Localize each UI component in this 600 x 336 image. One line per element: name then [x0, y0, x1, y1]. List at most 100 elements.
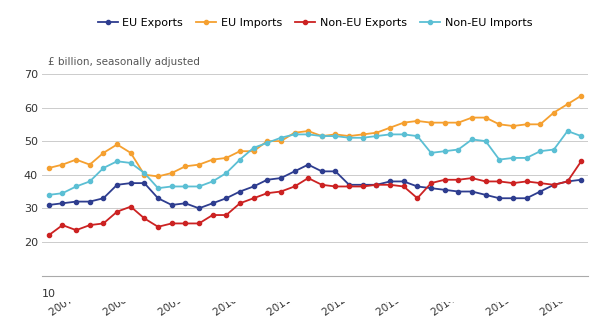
Non-EU Imports	[223, 171, 230, 175]
Non-EU Imports	[86, 179, 94, 183]
Non-EU Imports	[196, 184, 203, 188]
EU Imports	[536, 122, 544, 126]
EU Imports	[59, 163, 66, 167]
Non-EU Imports	[141, 171, 148, 175]
Non-EU Imports	[45, 193, 52, 197]
Non-EU Exports	[100, 221, 107, 225]
EU Imports	[523, 122, 530, 126]
EU Imports	[277, 139, 284, 143]
Non-EU Exports	[182, 221, 189, 225]
EU Exports	[141, 181, 148, 185]
EU Imports	[346, 134, 353, 138]
Non-EU Exports	[45, 233, 52, 237]
EU Exports	[168, 203, 175, 207]
Non-EU Exports	[441, 178, 448, 182]
Non-EU Exports	[127, 205, 134, 209]
Non-EU Exports	[168, 221, 175, 225]
Non-EU Exports	[250, 196, 257, 200]
Non-EU Imports	[359, 136, 367, 140]
EU Imports	[100, 151, 107, 155]
Non-EU Imports	[427, 151, 434, 155]
Non-EU Exports	[223, 213, 230, 217]
EU Exports	[523, 196, 530, 200]
EU Imports	[73, 158, 80, 162]
EU Imports	[168, 171, 175, 175]
EU Imports	[373, 131, 380, 135]
EU Imports	[291, 131, 298, 135]
Line: Non-EU Imports: Non-EU Imports	[47, 129, 583, 197]
EU Imports	[496, 122, 503, 126]
EU Exports	[100, 196, 107, 200]
EU Imports	[400, 121, 407, 125]
EU Exports	[346, 183, 353, 187]
Non-EU Exports	[482, 179, 489, 183]
EU Exports	[223, 196, 230, 200]
EU Exports	[127, 181, 134, 185]
Non-EU Imports	[550, 148, 557, 152]
Non-EU Exports	[455, 178, 462, 182]
Non-EU Imports	[236, 158, 244, 162]
EU Exports	[414, 184, 421, 188]
Non-EU Exports	[496, 179, 503, 183]
EU Exports	[263, 178, 271, 182]
Non-EU Imports	[496, 158, 503, 162]
Non-EU Imports	[263, 141, 271, 145]
EU Exports	[359, 183, 367, 187]
Non-EU Exports	[523, 179, 530, 183]
EU Imports	[441, 121, 448, 125]
EU Exports	[550, 183, 557, 187]
Non-EU Imports	[277, 136, 284, 140]
EU Exports	[305, 163, 312, 167]
EU Exports	[332, 169, 339, 173]
EU Imports	[45, 166, 52, 170]
EU Exports	[386, 179, 394, 183]
EU Imports	[509, 124, 517, 128]
Non-EU Exports	[414, 196, 421, 200]
Non-EU Exports	[113, 210, 121, 214]
Non-EU Imports	[127, 161, 134, 165]
EU Exports	[277, 176, 284, 180]
Non-EU Exports	[386, 183, 394, 187]
Non-EU Exports	[550, 183, 557, 187]
EU Exports	[250, 184, 257, 188]
Non-EU Imports	[182, 184, 189, 188]
EU Imports	[236, 149, 244, 153]
Non-EU Exports	[373, 183, 380, 187]
EU Imports	[182, 164, 189, 168]
EU Imports	[263, 139, 271, 143]
EU Exports	[182, 201, 189, 205]
EU Exports	[455, 190, 462, 194]
Non-EU Exports	[59, 223, 66, 227]
EU Imports	[359, 132, 367, 136]
Non-EU Imports	[482, 139, 489, 143]
Non-EU Exports	[86, 223, 94, 227]
EU Exports	[509, 196, 517, 200]
EU Exports	[536, 190, 544, 194]
EU Imports	[86, 163, 94, 167]
EU Imports	[196, 163, 203, 167]
EU Imports	[578, 94, 585, 98]
Non-EU Imports	[73, 184, 80, 188]
EU Imports	[386, 126, 394, 130]
EU Exports	[496, 196, 503, 200]
Non-EU Exports	[318, 183, 325, 187]
EU Exports	[196, 206, 203, 210]
Text: £ billion, seasonally adjusted: £ billion, seasonally adjusted	[48, 57, 200, 67]
EU Exports	[441, 188, 448, 192]
Line: Non-EU Exports: Non-EU Exports	[47, 159, 583, 237]
EU Exports	[154, 196, 161, 200]
EU Imports	[141, 173, 148, 177]
Non-EU Imports	[469, 137, 476, 141]
EU Exports	[373, 183, 380, 187]
Non-EU Imports	[455, 148, 462, 152]
Non-EU Imports	[578, 134, 585, 138]
Non-EU Imports	[441, 149, 448, 153]
Non-EU Exports	[346, 184, 353, 188]
EU Imports	[482, 116, 489, 120]
EU Exports	[427, 186, 434, 190]
Non-EU Exports	[141, 216, 148, 220]
Non-EU Exports	[469, 176, 476, 180]
Non-EU Exports	[291, 184, 298, 188]
Non-EU Imports	[373, 134, 380, 138]
EU Imports	[414, 119, 421, 123]
